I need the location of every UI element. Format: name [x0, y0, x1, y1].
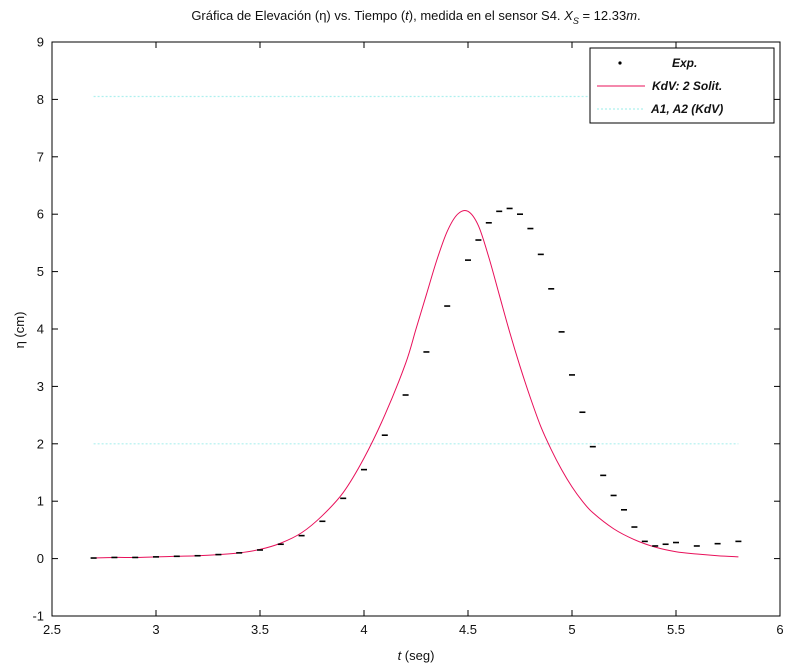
x-tick-label: 6	[776, 622, 783, 637]
legend-label-kdv: KdV: 2 Solit.	[652, 79, 722, 93]
x-tick-label: 4	[360, 622, 367, 637]
title-x-sub: S	[573, 16, 579, 26]
title-end: .	[637, 8, 641, 23]
y-tick-label: 2	[37, 436, 44, 451]
x-tick-label: 3.5	[251, 622, 269, 637]
y-tick-label: 5	[37, 264, 44, 279]
x-axis-unit: (seg)	[401, 648, 434, 663]
x-tick-label: 5	[568, 622, 575, 637]
legend-label-a1a2: A1, A2 (KdV)	[650, 102, 723, 116]
title-t: t	[405, 8, 410, 23]
x-tick-label: 3	[152, 622, 159, 637]
y-tick-label: 4	[37, 322, 44, 337]
x-tick-label: 4.5	[459, 622, 477, 637]
plot-frame	[51, 41, 781, 617]
legend-marker-exp	[618, 61, 622, 65]
x-axis-label: t (seg)	[398, 648, 435, 663]
y-tick-label: 1	[37, 494, 44, 509]
y-axis-label: η (cm)	[12, 312, 27, 349]
x-tick-label: 5.5	[667, 622, 685, 637]
y-tick-label: 6	[37, 207, 44, 222]
chart-title: Gráfica de Elevación (η) vs. Tiempo (t),…	[191, 8, 640, 26]
legend-label-exp: Exp.	[672, 56, 697, 70]
series-kdv-line	[93, 210, 739, 559]
y-tick-label: 3	[37, 379, 44, 394]
legend: Exp. KdV: 2 Solit. A1, A2 (KdV)	[589, 47, 775, 124]
title-unit: m	[626, 8, 637, 23]
y-tick-label: -1	[32, 609, 44, 624]
x-axis-var: t	[398, 648, 403, 663]
y-tick-label: 0	[37, 551, 44, 566]
title-middle: ), medida en el sensor S4.	[409, 8, 564, 23]
y-tick-label: 9	[37, 35, 44, 50]
title-value: = 12.33	[579, 8, 626, 23]
title-x-var: X	[563, 8, 574, 23]
y-tick-label: 8	[37, 92, 44, 107]
y-tick-label: 7	[37, 149, 44, 164]
title-prefix: Gráfica de Elevación (η) vs. Tiempo (	[191, 8, 406, 23]
x-tick-label: 2.5	[43, 622, 61, 637]
